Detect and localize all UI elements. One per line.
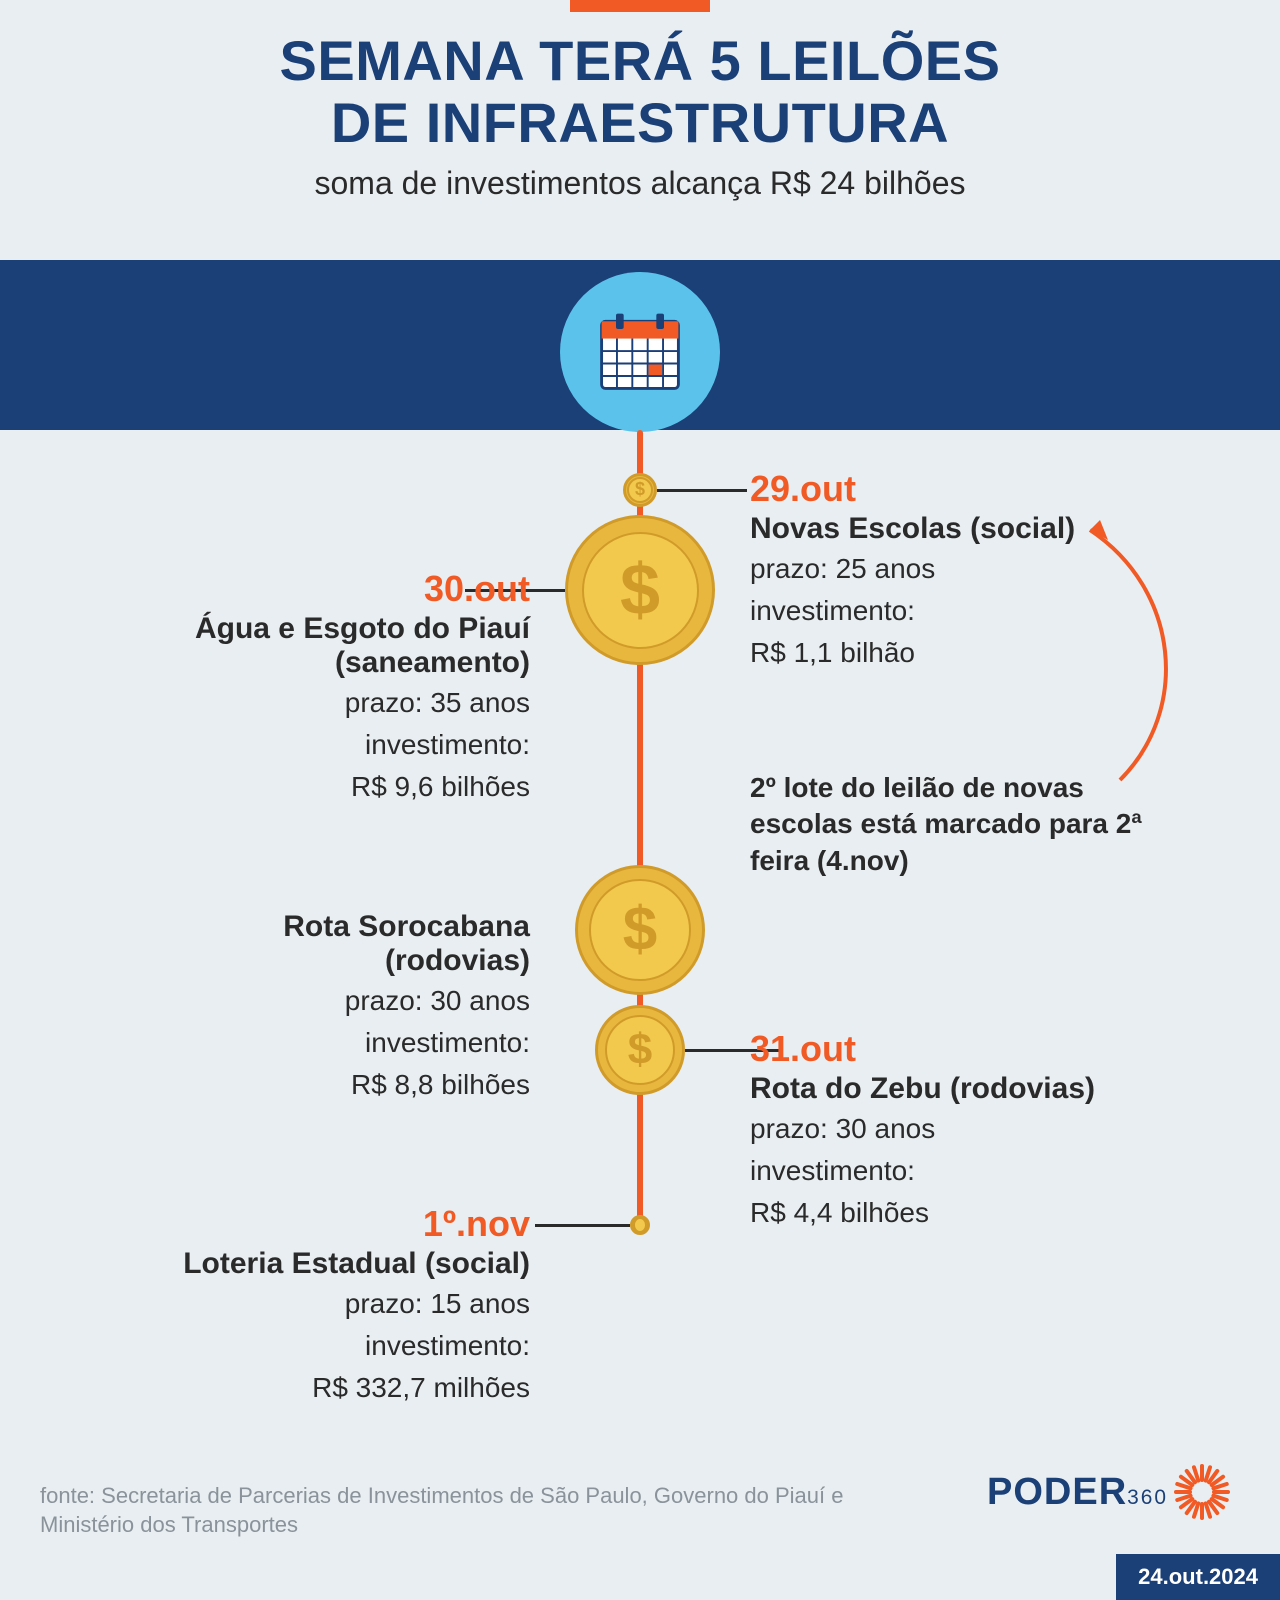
- page-subtitle: soma de investimentos alcança R$ 24 bilh…: [0, 165, 1280, 202]
- title-line-1: SEMANA TERÁ 5 LEILÕES: [280, 29, 1001, 92]
- entry-prazo: prazo: 30 anos: [160, 982, 530, 1020]
- timeline-entry: 1º.novLoteria Estadual (social) prazo: 15…: [160, 1203, 640, 1406]
- timeline-entry: 30.outÁgua e Esgoto do Piauí (saneamento…: [160, 568, 640, 805]
- title-line-2: DE INFRAESTRUTURA: [331, 91, 949, 154]
- entry-inv-label: investimento:: [750, 1152, 1120, 1190]
- source-citation: fonte: Secretaria de Parcerias de Invest…: [40, 1481, 860, 1540]
- calendar-icon: [592, 304, 688, 400]
- entry-name: Rota do Zebu (rodovias): [750, 1072, 1120, 1106]
- entry-inv-label: investimento:: [160, 1327, 530, 1365]
- calendar-badge: [560, 272, 720, 432]
- entry-inv-value: R$ 8,8 bilhões: [160, 1066, 530, 1104]
- entry-name: Loteria Estadual (social): [160, 1247, 530, 1281]
- accent-bar: [570, 0, 710, 12]
- entry-inv-value: R$ 9,6 bilhões: [160, 768, 530, 806]
- sunburst-icon: [1174, 1464, 1230, 1520]
- entry-name: Água e Esgoto do Piauí (saneamento): [160, 612, 530, 680]
- entry-name: Rota Sorocabana (rodovias): [160, 910, 530, 978]
- entry-date: 29.out: [750, 468, 1120, 510]
- entry-inv-value: R$ 4,4 bilhões: [750, 1194, 1120, 1232]
- entry-inv-label: investimento:: [160, 726, 530, 764]
- entry-date: 1º.nov: [160, 1203, 530, 1245]
- entry-date: 30.out: [160, 568, 530, 610]
- entry-prazo: prazo: 30 anos: [750, 1110, 1120, 1148]
- arrow-icon: [1030, 510, 1210, 810]
- entry-prazo: prazo: 35 anos: [160, 684, 530, 722]
- publisher-logo: PODER360: [987, 1464, 1230, 1520]
- header: SEMANA TERÁ 5 LEILÕES DE INFRAESTRUTURA …: [0, 0, 1280, 202]
- publish-date-tag: 24.out.2024: [1116, 1554, 1280, 1600]
- timeline-entry: Rota Sorocabana (rodovias) prazo: 30 anos…: [160, 908, 640, 1103]
- logo-sub: 360: [1127, 1486, 1168, 1509]
- entry-prazo: prazo: 15 anos: [160, 1285, 530, 1323]
- entry-inv-label: investimento:: [160, 1024, 530, 1062]
- entry-inv-value: R$ 332,7 milhões: [160, 1369, 530, 1407]
- page-title: SEMANA TERÁ 5 LEILÕES DE INFRAESTRUTURA: [0, 30, 1280, 153]
- timeline-entry: 31.outRota do Zebu (rodovias) prazo: 30 a…: [640, 1028, 1120, 1231]
- logo-main: PODER: [987, 1471, 1127, 1513]
- entry-date: 31.out: [750, 1028, 1120, 1070]
